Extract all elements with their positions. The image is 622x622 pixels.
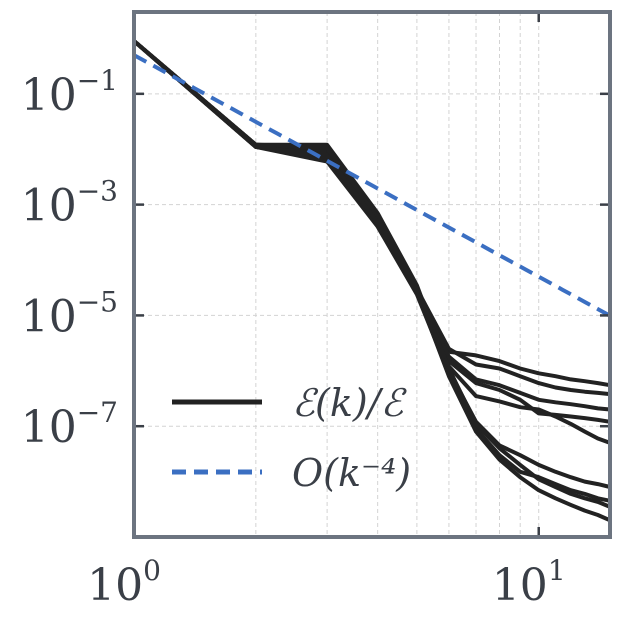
- x-tick-label: 100: [87, 554, 161, 611]
- y-tick-label: 10−1: [21, 64, 118, 121]
- x-tick-label-base: 10: [492, 560, 548, 611]
- spectrum-series-group: [132, 39, 611, 523]
- x-tick-label-exponent: 1: [548, 554, 566, 587]
- reference-line-k-minus-4: [133, 53, 611, 318]
- y-tick-labels: 10−110−310−510−7: [21, 64, 118, 453]
- x-tick-label-base: 10: [87, 560, 143, 611]
- y-tick-label-base: 10: [21, 181, 77, 232]
- y-tick-label: 10−3: [21, 175, 118, 232]
- spectrum-line-9: [132, 39, 611, 523]
- x-tick-label: 101: [492, 554, 566, 611]
- y-tick-label-base: 10: [21, 291, 77, 342]
- y-tick-label-base: 10: [21, 70, 77, 121]
- reference-line-group: [133, 53, 611, 318]
- y-tick-label-exponent: −5: [77, 285, 118, 318]
- y-tick-label-exponent: −3: [77, 175, 118, 208]
- spectrum-line-7: [132, 39, 611, 503]
- legend: ℰ(k)/ℰ O(k⁻⁴): [172, 381, 411, 495]
- x-tick-label-exponent: 0: [143, 554, 161, 587]
- y-tick-label-base: 10: [21, 402, 77, 453]
- y-tick-label-exponent: −7: [77, 396, 118, 429]
- y-tick-label: 10−7: [21, 396, 118, 453]
- x-tick-labels: 100 101: [87, 554, 566, 611]
- spectrum-line-8: [132, 39, 611, 509]
- legend-label-1: ℰ(k)/ℰ: [292, 381, 407, 425]
- plot-frame: [132, 10, 612, 539]
- legend-label-2: O(k⁻⁴): [292, 451, 411, 495]
- spectrum-line-6: [132, 39, 611, 489]
- y-tick-label: 10−5: [21, 285, 118, 342]
- y-tick-label-exponent: −1: [77, 64, 118, 97]
